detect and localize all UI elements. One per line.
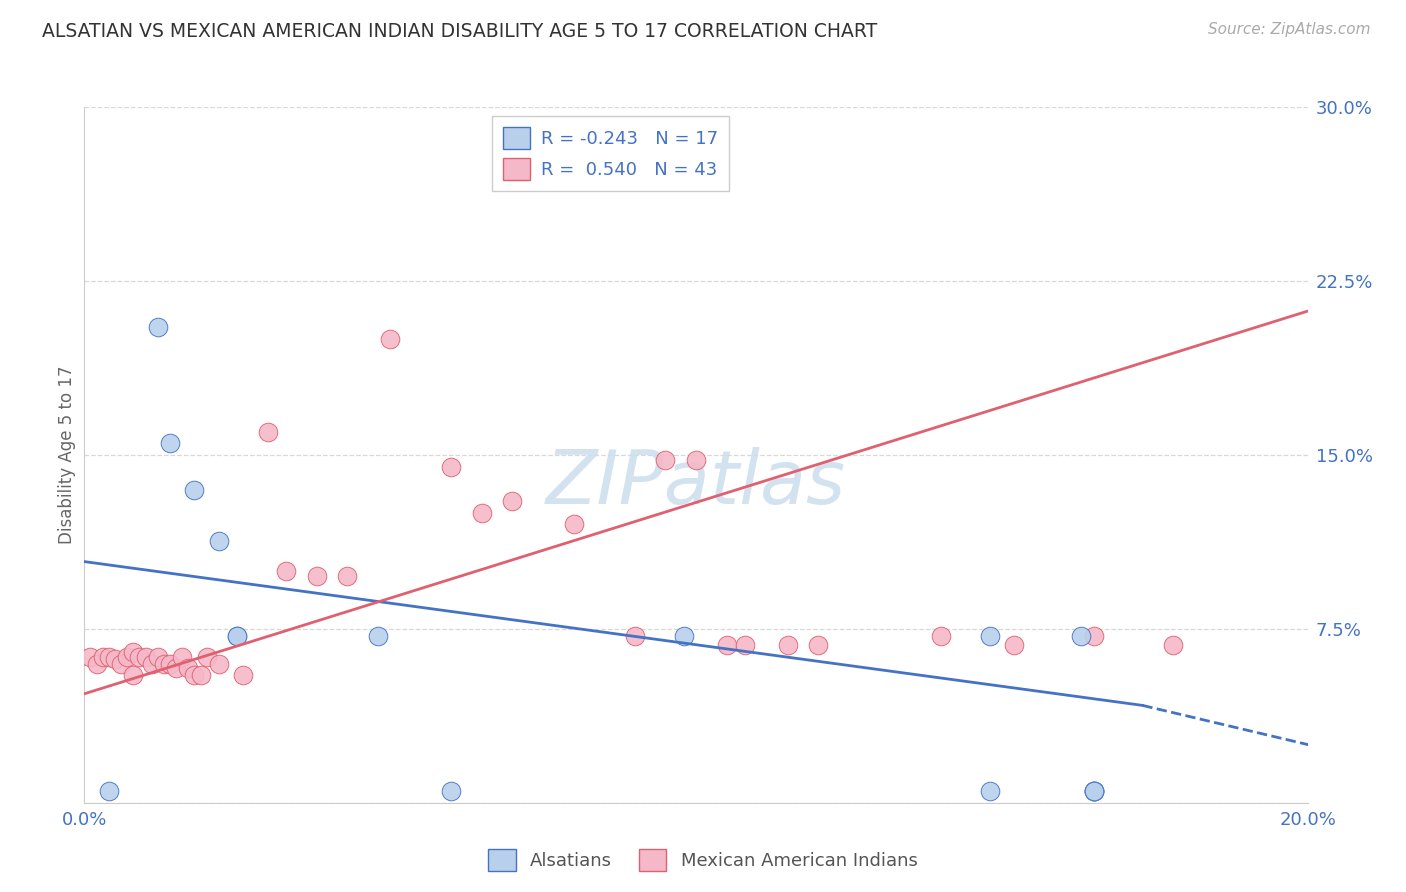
Legend: R = -0.243   N = 17, R =  0.540   N = 43: R = -0.243 N = 17, R = 0.540 N = 43	[492, 116, 728, 191]
Point	[807, 638, 830, 652]
Point	[97, 784, 120, 798]
Point	[135, 649, 157, 664]
Point	[1002, 638, 1025, 652]
Point	[979, 629, 1001, 643]
Point	[146, 320, 169, 334]
Point	[440, 459, 463, 474]
Text: Source: ZipAtlas.com: Source: ZipAtlas.com	[1208, 22, 1371, 37]
Text: ALSATIAN VS MEXICAN AMERICAN INDIAN DISABILITY AGE 5 TO 17 CORRELATION CHART: ALSATIAN VS MEXICAN AMERICAN INDIAN DISA…	[42, 22, 877, 41]
Point	[1083, 784, 1105, 798]
Point	[115, 649, 138, 664]
Point	[1083, 784, 1105, 798]
Point	[159, 436, 181, 450]
Point	[122, 645, 145, 659]
Point	[165, 661, 187, 675]
Point	[716, 638, 738, 652]
Point	[654, 452, 676, 467]
Point	[1083, 629, 1105, 643]
Point	[226, 629, 249, 643]
Point	[146, 649, 169, 664]
Point	[929, 629, 952, 643]
Point	[380, 332, 402, 346]
Point	[336, 568, 359, 582]
Point	[86, 657, 108, 671]
Point	[159, 657, 181, 671]
Point	[367, 629, 389, 643]
Point	[122, 668, 145, 682]
Point	[128, 649, 150, 664]
Point	[177, 661, 200, 675]
Point	[734, 638, 756, 652]
Point	[172, 649, 194, 664]
Point	[979, 784, 1001, 798]
Point	[1083, 784, 1105, 798]
Point	[183, 668, 205, 682]
Point	[110, 657, 132, 671]
Point	[104, 652, 127, 666]
Point	[1083, 784, 1105, 798]
Point	[624, 629, 647, 643]
Point	[208, 533, 231, 548]
Point	[97, 649, 120, 664]
Point	[226, 629, 249, 643]
Legend: Alsatians, Mexican American Indians: Alsatians, Mexican American Indians	[481, 842, 925, 879]
Point	[502, 494, 524, 508]
Point	[208, 657, 231, 671]
Y-axis label: Disability Age 5 to 17: Disability Age 5 to 17	[58, 366, 76, 544]
Point	[776, 638, 799, 652]
Point	[672, 629, 695, 643]
Point	[276, 564, 298, 578]
Point	[183, 483, 205, 497]
Point	[257, 425, 280, 439]
Point	[91, 649, 114, 664]
Point	[153, 657, 176, 671]
Point	[305, 568, 328, 582]
Point	[141, 657, 163, 671]
Point	[195, 649, 218, 664]
Point	[190, 668, 212, 682]
Point	[232, 668, 254, 682]
Point	[471, 506, 494, 520]
Point	[1161, 638, 1184, 652]
Text: ZIPatlas: ZIPatlas	[546, 447, 846, 519]
Point	[79, 649, 101, 664]
Point	[1070, 629, 1092, 643]
Point	[685, 452, 707, 467]
Point	[562, 517, 585, 532]
Point	[440, 784, 463, 798]
